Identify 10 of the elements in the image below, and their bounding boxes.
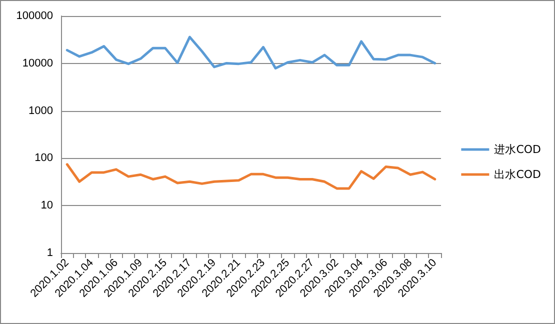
line-series	[66, 163, 436, 190]
y-tick-label: 1000	[28, 104, 53, 117]
legend-label: 进水COD	[494, 143, 542, 156]
line-series	[66, 36, 436, 70]
legend-label: 出水COD	[494, 168, 542, 181]
y-tick-label: 100	[34, 152, 53, 164]
y-tick-label: 100000	[16, 10, 53, 22]
y-tick-label: 1	[46, 247, 53, 259]
y-tick-label: 10000	[22, 57, 53, 70]
y-tick-label: 10	[40, 200, 53, 212]
